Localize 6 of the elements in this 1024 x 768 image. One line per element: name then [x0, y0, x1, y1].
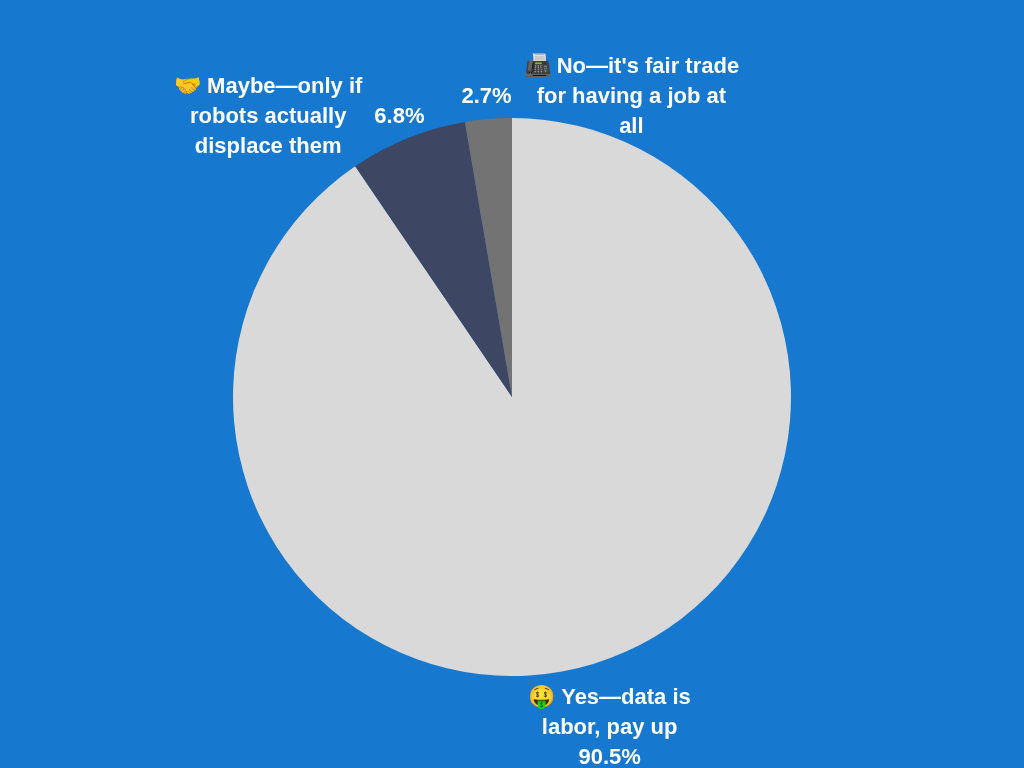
- data-label: 6.8%: [374, 103, 425, 129]
- data-label: 2.7%: [461, 82, 512, 108]
- slice-label: 🤝 Maybe—only if robots actually displace them: [174, 73, 364, 159]
- slice-label: 📠 No—it's fair trade for having a job at all: [523, 52, 740, 138]
- data-label: 90.5%: [578, 744, 641, 768]
- slice-label: 🤑 Yes—data is labor, pay up: [528, 684, 691, 740]
